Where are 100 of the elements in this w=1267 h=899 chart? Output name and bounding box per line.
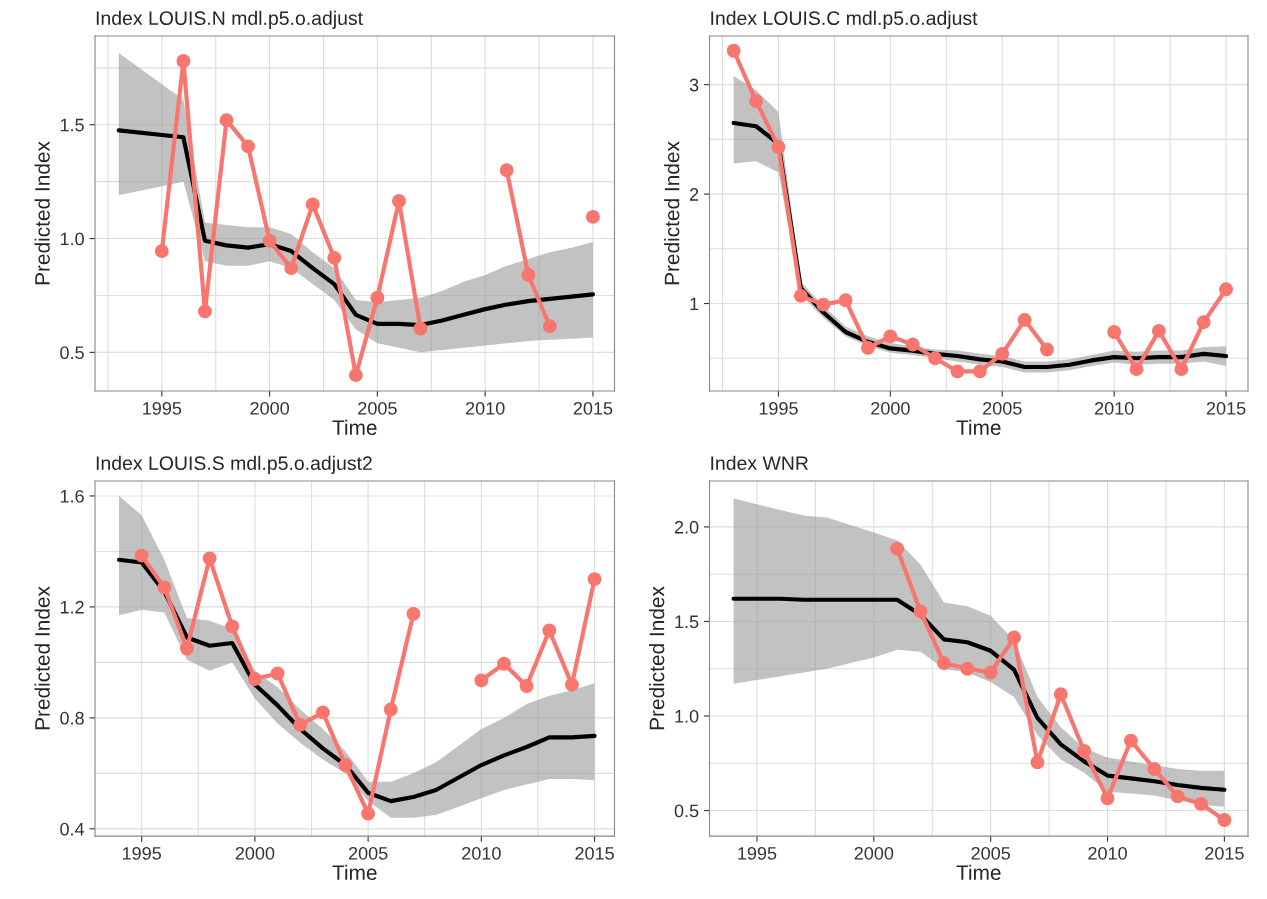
point: [1040, 342, 1054, 357]
chart-title: Index LOUIS.C mdl.p5.o.adjust: [711, 10, 978, 29]
point: [936, 656, 951, 671]
point: [1219, 282, 1234, 297]
point: [1151, 323, 1166, 338]
point: [905, 337, 920, 352]
x-tick-label: 2010: [1088, 846, 1127, 860]
point: [413, 321, 428, 336]
point: [1194, 796, 1208, 811]
y-tick-label: 1.0: [675, 709, 699, 723]
point: [154, 244, 169, 259]
y-axis-title: Predicted Index: [664, 141, 680, 285]
point: [838, 293, 853, 308]
y-tick-label: 1: [690, 297, 699, 311]
y-tick-label: 3: [689, 78, 699, 92]
y-tick-label: 0.4: [60, 822, 85, 836]
point: [1107, 325, 1122, 339]
point: [406, 606, 421, 621]
chart-title: Index LOUIS.S mdl.p5.o.adjust2: [96, 455, 372, 474]
point: [247, 672, 262, 686]
x-tick-label: 2015: [1205, 846, 1244, 860]
x-tick-label: 1995: [738, 846, 777, 860]
point: [1030, 755, 1045, 770]
x-tick-label: 2005: [348, 846, 388, 860]
point: [861, 340, 875, 355]
x-tick-label: 2015: [575, 846, 614, 860]
point: [771, 140, 786, 154]
point: [928, 351, 943, 366]
point: [180, 641, 194, 656]
point: [198, 304, 212, 319]
point: [587, 572, 602, 587]
point: [225, 619, 240, 634]
point: [542, 623, 557, 638]
x-tick-label: 2000: [871, 401, 910, 415]
x-tick-label: 2000: [854, 846, 894, 860]
y-tick-label: 1.5: [60, 118, 84, 132]
y-tick-label: 2: [689, 188, 699, 201]
point: [1174, 362, 1189, 377]
y-tick-label: 0.5: [674, 804, 699, 818]
point: [1196, 315, 1211, 330]
point: [816, 297, 831, 312]
point: [1053, 687, 1068, 702]
x-tick-label: 2005: [983, 401, 1022, 415]
point: [315, 705, 330, 720]
x-tick-label: 2015: [573, 401, 613, 415]
point: [241, 139, 256, 154]
x-tick-label: 2015: [1206, 401, 1246, 415]
x-tick-label: 2005: [358, 401, 397, 415]
y-tick-label: 1.2: [60, 600, 84, 614]
point: [284, 261, 299, 276]
y-tick-label: 1.6: [60, 489, 84, 503]
y-tick-label: 0.8: [60, 711, 84, 725]
point: [327, 250, 342, 265]
x-tick-label: 1995: [143, 401, 182, 415]
point: [913, 604, 928, 619]
point: [585, 209, 600, 224]
point: [521, 268, 536, 282]
point: [519, 679, 534, 693]
line-series: [731, 596, 1227, 792]
point: [983, 665, 998, 680]
point: [950, 364, 965, 379]
point: [370, 290, 385, 305]
point: [1170, 789, 1185, 804]
x-axis-title: Time: [956, 419, 1001, 435]
point: [134, 548, 149, 563]
point: [542, 319, 557, 334]
point: [270, 666, 285, 681]
point: [564, 677, 579, 692]
point: [793, 288, 808, 303]
point: [972, 364, 987, 379]
y-tick-label: 1.0: [60, 232, 84, 246]
point: [1077, 744, 1092, 758]
x-tick-label: 2000: [250, 401, 289, 415]
y-axis-title: Predicted Index: [34, 141, 50, 285]
point: [338, 758, 353, 772]
point: [262, 233, 277, 248]
point: [361, 806, 376, 821]
y-axis-title: Predicted Index: [649, 586, 665, 730]
x-tick-label: 2010: [1094, 401, 1134, 415]
point: [890, 541, 905, 556]
point: [1147, 761, 1162, 776]
point: [1100, 791, 1115, 806]
x-tick-label: 2000: [235, 846, 275, 860]
y-tick-label: 2.0: [674, 520, 699, 534]
point: [960, 661, 975, 676]
point: [176, 54, 191, 68]
point: [995, 346, 1010, 361]
x-axis-title: Time: [956, 864, 1001, 881]
point: [348, 368, 363, 383]
point: [202, 551, 217, 566]
point: [305, 197, 320, 212]
point: [383, 702, 398, 717]
point: [1017, 312, 1032, 327]
point: [497, 656, 511, 671]
chart-title: Index WNR: [711, 455, 809, 471]
point: [392, 194, 406, 208]
x-tick-label: 1995: [122, 846, 161, 860]
point: [474, 673, 489, 688]
point: [1129, 362, 1144, 377]
point: [883, 329, 898, 344]
